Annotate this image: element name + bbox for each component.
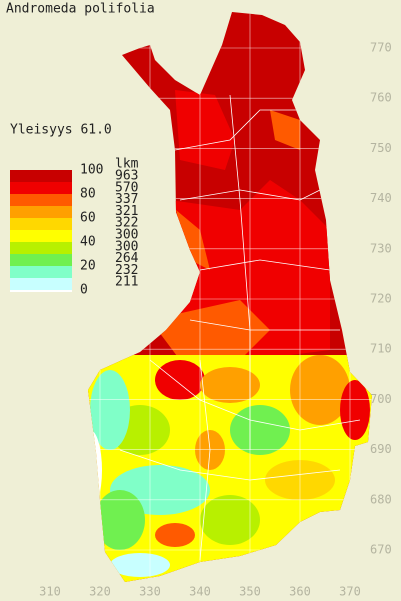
y-tick-label: 720	[370, 292, 392, 306]
legend-label: 80	[80, 187, 96, 202]
x-tick-label: 370	[339, 585, 361, 599]
legend: 1008060402009635703373213223003002642322…	[10, 163, 139, 298]
legend-swatch	[10, 242, 72, 254]
legend-swatch	[10, 278, 72, 290]
y-tick-label: 760	[370, 91, 392, 105]
index-label: Yleisyys 61.0	[10, 123, 112, 138]
axis-ticks: 310 320 330 340 350 360 370 770 760 750 740 730 720 7…	[39, 41, 392, 599]
legend-label: 60	[80, 211, 96, 226]
legend-label: 20	[80, 259, 96, 274]
legend-swatch	[10, 206, 72, 218]
legend-count: 232	[115, 263, 138, 278]
legend-swatch	[10, 254, 72, 266]
x-tick-label: 340	[189, 585, 211, 599]
legend-swatch	[10, 182, 72, 194]
legend-swatch	[10, 194, 72, 206]
legend-label: 100	[80, 163, 103, 178]
legend-swatch	[10, 266, 72, 278]
legend-swatch	[10, 170, 72, 182]
legend-count: 963	[115, 169, 138, 184]
y-tick-label: 710	[370, 342, 392, 356]
legend-count: 322	[115, 216, 138, 231]
legend-swatch	[10, 290, 72, 292]
y-tick-label: 670	[370, 543, 392, 557]
y-tick-label: 740	[370, 191, 392, 205]
legend-count: 300	[115, 228, 138, 243]
y-tick-label: 700	[370, 392, 392, 406]
y-tick-label: 750	[370, 141, 392, 155]
y-tick-label: 680	[370, 492, 392, 506]
y-tick-label: 770	[370, 41, 392, 55]
legend-swatch	[10, 230, 72, 242]
legend-swatch	[10, 218, 72, 230]
x-tick-label: 350	[239, 585, 261, 599]
legend-count: 570	[115, 180, 138, 195]
legend-count: 300	[115, 239, 138, 254]
x-tick-label: 320	[89, 585, 111, 599]
x-tick-label: 310	[39, 585, 61, 599]
legend-count: 321	[115, 204, 138, 219]
count-header: lkm	[115, 157, 139, 172]
legend-count: 337	[115, 192, 138, 207]
y-tick-label: 730	[370, 241, 392, 255]
legend-count: 211	[115, 275, 138, 290]
x-tick-label: 330	[139, 585, 161, 599]
legend-count: 264	[115, 251, 139, 266]
title: Andromeda polifolia	[6, 2, 155, 17]
legend-label: 40	[80, 235, 96, 250]
x-tick-label: 360	[289, 585, 311, 599]
legend-label: 0	[80, 283, 88, 298]
y-tick-label: 690	[370, 442, 392, 456]
